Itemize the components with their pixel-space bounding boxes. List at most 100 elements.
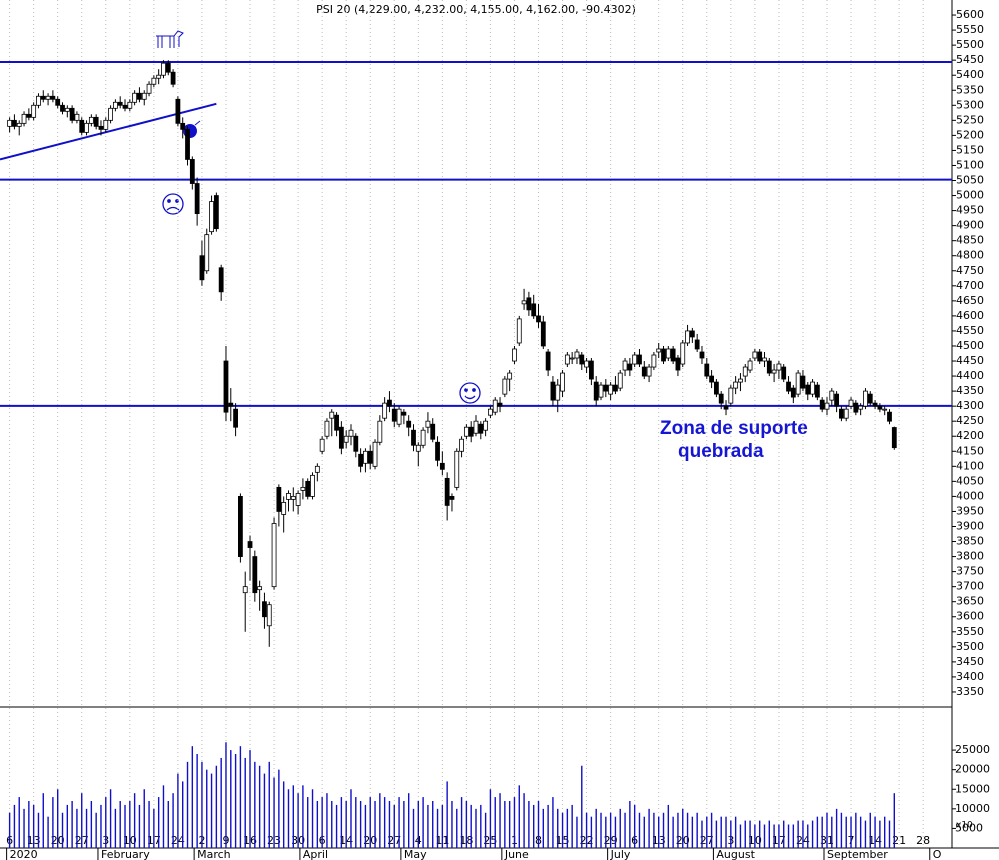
y-tick-label: 3900 <box>956 519 984 532</box>
y-tick-label: 5000 <box>956 189 984 202</box>
trend-line <box>0 102 217 161</box>
candle-body <box>882 408 888 411</box>
candle-body <box>26 113 32 118</box>
candle-body <box>180 122 186 130</box>
candle-body <box>863 390 868 407</box>
candle-body <box>117 101 123 106</box>
candle-body <box>391 408 397 422</box>
candle-body <box>694 339 700 350</box>
candle-body <box>459 438 464 452</box>
candle-body <box>839 408 844 419</box>
candle-body <box>213 195 219 230</box>
candle-body <box>218 267 224 293</box>
candle-body <box>74 113 80 121</box>
candle-body <box>723 405 729 410</box>
chart-title: PSI 20 (4,229.00, 4,232.00, 4,155.00, 4,… <box>316 3 636 16</box>
y-tick-label: 4300 <box>956 399 984 412</box>
candle-body <box>526 297 532 311</box>
candle-body <box>771 369 777 374</box>
candle-body <box>795 372 801 395</box>
candle-body <box>646 366 652 377</box>
candle-body <box>348 429 354 437</box>
candle-body <box>295 492 301 506</box>
volume-unit: x10 <box>956 821 973 831</box>
candle-body <box>127 101 133 109</box>
volume-tick-label: 20000 <box>955 763 990 776</box>
y-tick-label: 4150 <box>956 444 984 457</box>
candle-body <box>588 360 594 380</box>
candle-body <box>718 393 724 404</box>
y-tick-label: 4450 <box>956 354 984 367</box>
candle-body <box>170 71 176 85</box>
y-tick-label: 3950 <box>956 504 984 517</box>
candle-body <box>675 357 681 371</box>
candle-body <box>430 423 436 440</box>
candle-body <box>516 318 522 344</box>
candle-body <box>463 426 469 437</box>
candle-body <box>488 408 493 416</box>
candle-body <box>512 348 517 362</box>
candle-body <box>829 390 835 401</box>
candle-body <box>377 420 383 443</box>
candle-body <box>382 402 388 419</box>
candle-body <box>271 523 277 588</box>
y-tick-label: 4600 <box>956 309 984 322</box>
candle-body <box>257 586 263 591</box>
bull-icon <box>156 30 184 48</box>
candle-body <box>670 348 676 362</box>
y-tick-label: 5300 <box>956 98 984 111</box>
candle-body <box>613 384 618 392</box>
candle-body <box>608 384 614 395</box>
candle-body <box>473 420 479 434</box>
candle-body <box>141 92 147 100</box>
candle-body <box>497 402 503 407</box>
candle-body <box>665 348 671 359</box>
candle-body <box>411 429 416 446</box>
candle-body <box>887 411 892 422</box>
y-tick-label: 5450 <box>956 53 984 66</box>
candle-body <box>747 360 753 371</box>
candle-body <box>776 363 782 371</box>
candle-body <box>79 119 85 133</box>
candle-body <box>314 465 320 473</box>
candle-body <box>439 462 445 470</box>
y-tick-label: 3600 <box>956 610 984 623</box>
candle-body <box>766 360 772 374</box>
y-tick-label: 4650 <box>956 294 984 307</box>
candle-body <box>824 402 830 410</box>
candle-body <box>810 381 815 395</box>
candle-body <box>685 330 690 344</box>
y-tick-label: 4350 <box>956 384 984 397</box>
candle-body <box>444 477 450 506</box>
candle-body <box>420 429 426 446</box>
candle-body <box>266 604 272 627</box>
y-tick-label: 5400 <box>956 68 984 81</box>
candle-body <box>483 420 489 431</box>
candle-body <box>334 414 339 431</box>
y-tick-label: 3500 <box>956 640 984 653</box>
candle-body <box>93 116 99 127</box>
candle-body <box>45 95 51 100</box>
candle-body <box>521 300 527 305</box>
y-tick-label: 4950 <box>956 204 984 217</box>
candle-body <box>69 107 75 121</box>
candle-body <box>800 375 806 389</box>
candle-body <box>103 119 109 130</box>
candle-body <box>492 399 498 413</box>
y-tick-label: 4100 <box>956 459 984 472</box>
candle-body <box>733 381 739 389</box>
candle-body <box>31 104 37 118</box>
y-tick-label: 5050 <box>956 174 984 187</box>
candle-body <box>593 381 599 401</box>
volume-tick-label: 25000 <box>955 743 990 756</box>
candle-body <box>728 387 734 404</box>
candle-body <box>564 354 570 365</box>
x-tick-label: 21 <box>892 834 906 847</box>
candle-body <box>238 496 243 557</box>
candle-body <box>189 159 195 184</box>
candle-body <box>367 450 373 464</box>
candle-body <box>151 77 157 85</box>
candle-body <box>714 381 719 395</box>
month-label: May <box>404 848 427 860</box>
